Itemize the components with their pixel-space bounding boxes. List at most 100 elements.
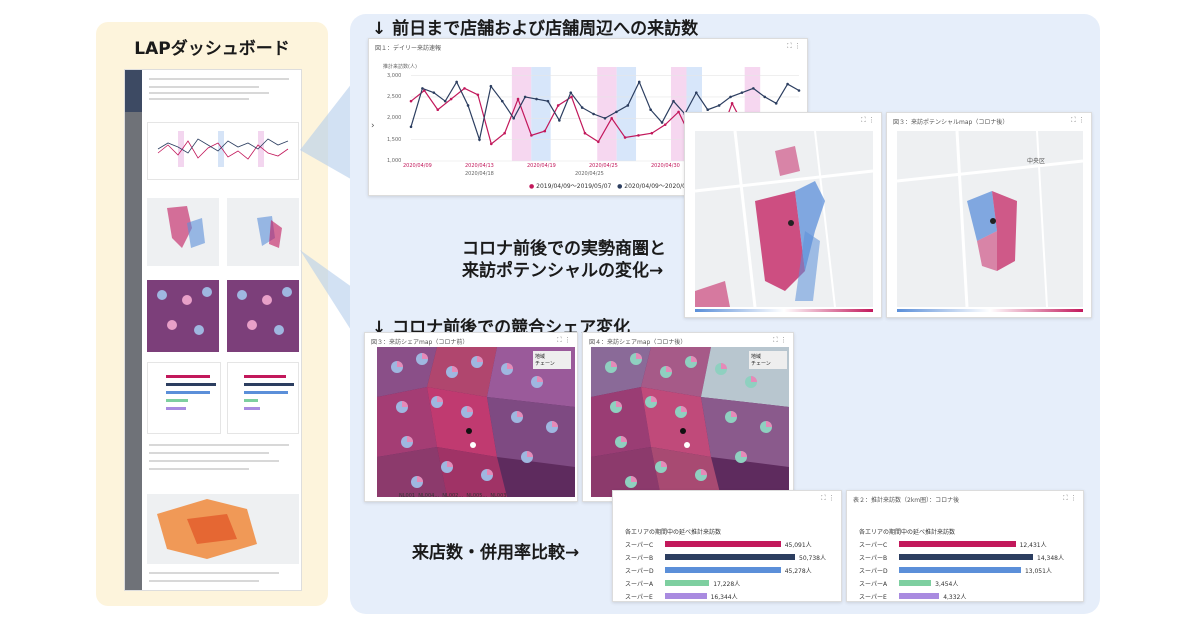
bar-value-label: 14,348人 [1037, 555, 1064, 562]
bar-value-label: 16,344人 [710, 594, 738, 601]
x-tick-label: 2020/04/18 [465, 171, 494, 177]
thumbnail-text-line [149, 460, 279, 462]
thumbnail-share-map-after [227, 280, 299, 352]
bar [899, 567, 1021, 573]
thumbnail-text-line [149, 468, 249, 470]
bar-value-label: 4,332人 [943, 594, 967, 601]
share-map-before [377, 347, 575, 497]
data-point [660, 121, 664, 124]
bar [899, 593, 940, 599]
dashboard-title: LAPダッシュボード [134, 39, 290, 59]
thumbnail-text-line [149, 98, 249, 100]
share-pie-slice [397, 361, 403, 367]
expand-icon[interactable]: ⛶ ⋮ [1062, 494, 1077, 502]
chart-legend: ● 2019/04/09〜2019/05/07 ● 2020/04/09〜202… [529, 183, 700, 190]
data-point [530, 134, 533, 137]
data-point [570, 95, 573, 99]
data-point [476, 93, 480, 97]
data-point [740, 91, 744, 94]
legend-2020: 2020/04/09〜2020/05/14 [624, 183, 700, 190]
visits-bar-card-after: 表２：推計来訪数（2km圏）：コロナ後 ⛶ ⋮ 各エリアの期間中の延べ推計来訪数… [846, 490, 1084, 602]
bar [899, 554, 1033, 560]
bar [665, 541, 781, 547]
bar [665, 580, 710, 586]
expand-icon[interactable]: ⛶ ⋮ [772, 336, 787, 344]
compare-heading: 来店数・併用率比較→ [412, 543, 580, 563]
bar-value-label: 12,431人 [1019, 542, 1047, 549]
share-map-before-card: 図３：来訪シェアmap（コロナ前） ⛶ ⋮ 地域 チェーン NL001 NL00… [364, 332, 578, 502]
y-axis-label: 推計来訪数(人) [383, 64, 417, 70]
potential-heading-line2: 来訪ポテンシャルの変化→ [462, 261, 664, 281]
expand-icon[interactable]: ⛶ ⋮ [860, 116, 875, 124]
share-pie-slice [661, 461, 667, 467]
thumbnail-header [149, 78, 289, 80]
x-tick-label: 2020/04/25 [575, 171, 604, 177]
share-legend: 地域 チェーン [749, 351, 787, 369]
data-point [503, 131, 506, 135]
y-tick-label: 2,000 [387, 115, 402, 122]
data-point [649, 108, 652, 112]
bar-value-label: 45,278人 [784, 568, 812, 575]
data-point [409, 125, 413, 129]
thumbnail-text-line [149, 444, 289, 446]
thumbnail-text-line [149, 92, 269, 94]
share-pie-slice [487, 469, 493, 475]
share-pie-slice [477, 356, 483, 362]
data-point [546, 99, 550, 103]
data-point [774, 102, 778, 105]
data-point [489, 142, 493, 146]
thumbnail-area-map [147, 494, 299, 564]
data-point [523, 95, 527, 99]
potential-legend-bar [897, 309, 1083, 312]
data-point [409, 99, 413, 103]
share-pie-slice [407, 436, 413, 442]
expand-icon[interactable]: ⛶ ⋮ [786, 42, 801, 50]
y-tick-label: 1,500 [387, 136, 402, 143]
expand-icon[interactable]: ⛶ ⋮ [556, 336, 571, 344]
share-legend: 地域 チェーン [533, 351, 571, 369]
thumbnail-line-chart [147, 122, 299, 180]
dashboard-thumbnail [124, 69, 302, 591]
data-point [556, 104, 560, 107]
weekend-band [597, 67, 617, 161]
data-point [569, 91, 573, 94]
data-point [592, 112, 595, 116]
data-point [543, 129, 547, 133]
thumbnail-text-line [149, 452, 269, 454]
share-pie-slice [691, 356, 697, 362]
data-point [672, 99, 675, 103]
bar-value-label: 3,454人 [935, 581, 959, 588]
card-title: 図４：来訪シェアmap（コロナ後） [589, 339, 687, 346]
visits-bar-card-before: ⛶ ⋮ 各エリアの期間中の延べ推計来訪数 スーパーC 45,091人 スーパーB 50… [612, 490, 842, 602]
bar-category-label: スーパーC [625, 542, 654, 549]
share-pie-slice [701, 469, 707, 475]
data-point [615, 110, 618, 114]
card-title: 表２：推計来訪数（2km圏）：コロナ後 [853, 497, 960, 504]
thumbnail-map-after [227, 198, 299, 266]
expand-icon[interactable]: ⛶ ⋮ [820, 494, 835, 502]
thumbnail-share-map-before [147, 280, 219, 352]
data-point [610, 116, 613, 120]
data-point [580, 106, 584, 109]
share-map-after [591, 347, 789, 497]
data-point [597, 140, 600, 144]
share-pie-slice [751, 376, 757, 382]
bar [899, 541, 1016, 547]
share-pie-slice [537, 376, 543, 382]
bar-category-label: スーパーE [625, 594, 653, 601]
share-pie-slice [402, 401, 408, 407]
prev-arrow-icon[interactable]: › [371, 121, 375, 131]
data-point [730, 102, 734, 105]
legend-chain: チェーン [535, 361, 555, 367]
thumbnail-map-before [147, 198, 219, 266]
legend-area: 地域 [535, 354, 546, 360]
share-pie-slice [621, 436, 627, 442]
bar [665, 554, 795, 560]
chain-chips[interactable]: NL001 NL004... NL002... NL005... NL003 [399, 493, 507, 499]
data-point [650, 131, 654, 135]
bar [665, 593, 707, 599]
x-tick-label: 2020/04/30 [651, 163, 680, 169]
data-point [729, 95, 732, 99]
expand-icon[interactable]: ⛶ ⋮ [1070, 116, 1085, 124]
data-point [677, 110, 680, 114]
